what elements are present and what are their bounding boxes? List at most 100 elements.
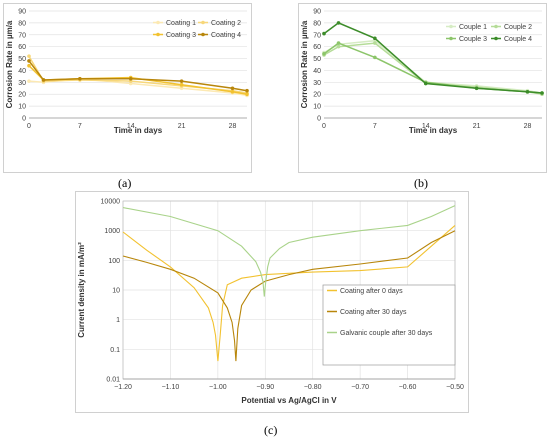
data-point-coating-4 (245, 88, 249, 93)
x-tick-label: −1.20 (114, 384, 132, 391)
legend-marker-coating-2 (201, 20, 205, 25)
y-tick-label: 80 (313, 20, 321, 27)
y-tick-label: 40 (18, 68, 26, 75)
y-tick-label: 10 (313, 104, 321, 111)
data-point-coating-3 (230, 90, 235, 94)
caption-b: (b) (414, 176, 428, 190)
y-tick-label: 0 (22, 116, 26, 123)
plot-area (324, 11, 542, 118)
legend-label-couple-2: Couple 2 (504, 24, 532, 31)
y-axis-title: Current density in mA/m² (77, 242, 86, 338)
y-tick-label: 0.1 (110, 347, 120, 354)
data-point-coating-4 (230, 86, 235, 91)
chart-c: 0.01 0.1 1 10 100 1000 10000 −1.20 −1.10 −1.00 −0.… (77, 199, 464, 406)
y-tick-label: 30 (313, 80, 321, 87)
y-tick-label: 30 (18, 80, 26, 87)
series-line-galvanic-couple-after-30-days (122, 205, 456, 297)
series-line-coating-after-30-days (122, 230, 456, 362)
y-tick-label: 90 (18, 9, 26, 16)
y-tick-label: 10000 (101, 199, 121, 206)
y-tick-label: 70 (313, 32, 321, 39)
y-tick-label: 60 (18, 44, 26, 51)
y-tick-label: 10 (112, 288, 120, 295)
data-point-coating-4 (128, 76, 133, 81)
y-tick-label: 70 (18, 32, 26, 39)
legend-label-coating-2: Coating 2 (211, 20, 241, 27)
data-point-couple-4 (525, 90, 530, 94)
data-point-coating-2 (27, 54, 31, 58)
y-tick-label: 1 (116, 317, 120, 324)
x-axis-title: Time in days (409, 126, 458, 135)
y-tick-label: 80 (18, 20, 26, 27)
x-tick-label: 21 (473, 123, 481, 130)
legend-box (322, 284, 456, 366)
y-tick-label: 0 (317, 116, 321, 123)
legend-marker-couple-3 (449, 36, 453, 41)
y-tick-label: 1000 (104, 228, 120, 235)
data-point-coating-3 (27, 63, 31, 68)
legend-label-couple-3: Couple 3 (459, 36, 487, 43)
data-point-coating-4 (179, 79, 184, 83)
x-tick-label: −0.70 (351, 384, 369, 391)
y-tick-label: 50 (313, 56, 321, 63)
legend-label-coating-after-30-days: Coating after 30 days (340, 309, 407, 316)
data-point-couple-4 (336, 21, 341, 25)
data-point-couple-4 (540, 91, 544, 95)
x-tick-label: −1.00 (209, 384, 227, 391)
plot-area (29, 11, 247, 118)
legend-marker-coating-3 (156, 32, 160, 37)
x-axis-title: Potential vs Ag/AgCl in V (241, 396, 337, 405)
y-axis-title: Corrosion Rate in µm/a (300, 20, 309, 108)
legend-label-coating-3: Coating 3 (166, 32, 196, 39)
data-point-coating-4 (41, 78, 46, 82)
chart-b: 0 10 20 30 40 50 60 70 80 90 0 7 14 21 28 Time in days C… (300, 9, 544, 135)
y-tick-label: 50 (18, 56, 26, 63)
legend-label-coating-after-0-days: Coating after 0 days (340, 288, 403, 295)
data-point-coating-1 (27, 79, 31, 83)
legend-marker-couple-4 (494, 36, 498, 41)
x-tick-label: −0.90 (256, 384, 274, 391)
data-point-couple-3 (373, 55, 377, 60)
x-tick-label: 28 (524, 123, 532, 130)
data-point-coating-4 (78, 76, 82, 81)
legend-label-couple-4: Couple 4 (504, 36, 532, 43)
legend-label-galvanic-couple-after-30-days: Galvanic couple after 30 days (340, 330, 433, 337)
chart-a: 0 10 20 30 40 50 60 70 80 90 0 7 14 21 28 Time in days C… (5, 9, 249, 135)
data-point-couple-4 (474, 86, 479, 91)
data-point-couple-3 (336, 41, 341, 45)
data-point-couple-4 (423, 81, 428, 86)
x-tick-label: −0.80 (304, 384, 322, 391)
y-tick-label: 90 (313, 9, 321, 16)
y-tick-label: 60 (313, 44, 321, 51)
legend-marker-coating-4 (201, 32, 205, 37)
y-tick-label: 20 (313, 92, 321, 99)
data-point-couple-2 (373, 41, 377, 45)
data-point-couple-4 (373, 36, 377, 41)
y-axis-title: Corrosion Rate in µm/a (5, 20, 14, 108)
data-point-coating-3 (245, 92, 249, 97)
x-tick-label: 7 (373, 123, 377, 130)
legend-label-coating-1: Coating 1 (166, 20, 196, 27)
y-tick-label: 100 (108, 258, 120, 265)
y-tick-label: 10 (18, 104, 26, 111)
data-point-couple-4 (322, 31, 326, 36)
y-tick-label: 40 (313, 68, 321, 75)
x-tick-label: −0.50 (446, 384, 464, 391)
legend-marker-coating-1 (156, 20, 160, 25)
x-tick-label: 14 (422, 123, 430, 130)
caption-a: (a) (118, 176, 132, 190)
x-tick-label: −0.60 (399, 384, 417, 391)
series-line-coating-after-0-days (122, 224, 456, 362)
data-point-coating-4 (27, 59, 31, 63)
data-point-coating-3 (179, 82, 184, 87)
x-tick-label: 0 (27, 123, 31, 130)
x-axis-title: Time in days (114, 126, 163, 135)
data-point-couple-3 (322, 52, 326, 56)
caption-c: (c) (264, 423, 278, 437)
y-tick-label: 0.01 (106, 377, 120, 384)
legend-marker-couple-1 (449, 24, 453, 29)
x-tick-label: 21 (178, 123, 186, 130)
x-tick-label: 7 (78, 123, 82, 130)
data-point-couple-2 (336, 44, 341, 49)
x-tick-label: 0 (322, 123, 326, 130)
